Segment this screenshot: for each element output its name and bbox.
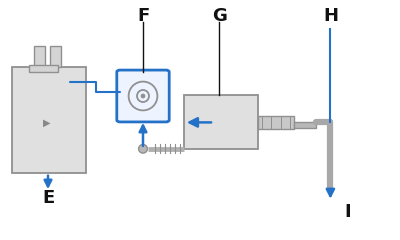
- Text: H: H: [323, 6, 338, 25]
- Text: ▶: ▶: [44, 117, 51, 127]
- FancyBboxPatch shape: [184, 95, 258, 149]
- FancyBboxPatch shape: [258, 116, 294, 129]
- Text: G: G: [212, 6, 227, 25]
- Ellipse shape: [141, 94, 145, 98]
- FancyBboxPatch shape: [34, 46, 45, 67]
- Ellipse shape: [138, 144, 147, 153]
- FancyBboxPatch shape: [294, 122, 316, 128]
- Text: E: E: [42, 189, 54, 207]
- FancyBboxPatch shape: [29, 65, 58, 72]
- FancyBboxPatch shape: [50, 46, 61, 67]
- FancyBboxPatch shape: [12, 67, 86, 173]
- Text: I: I: [345, 204, 351, 221]
- Text: F: F: [137, 6, 149, 25]
- FancyBboxPatch shape: [117, 70, 169, 122]
